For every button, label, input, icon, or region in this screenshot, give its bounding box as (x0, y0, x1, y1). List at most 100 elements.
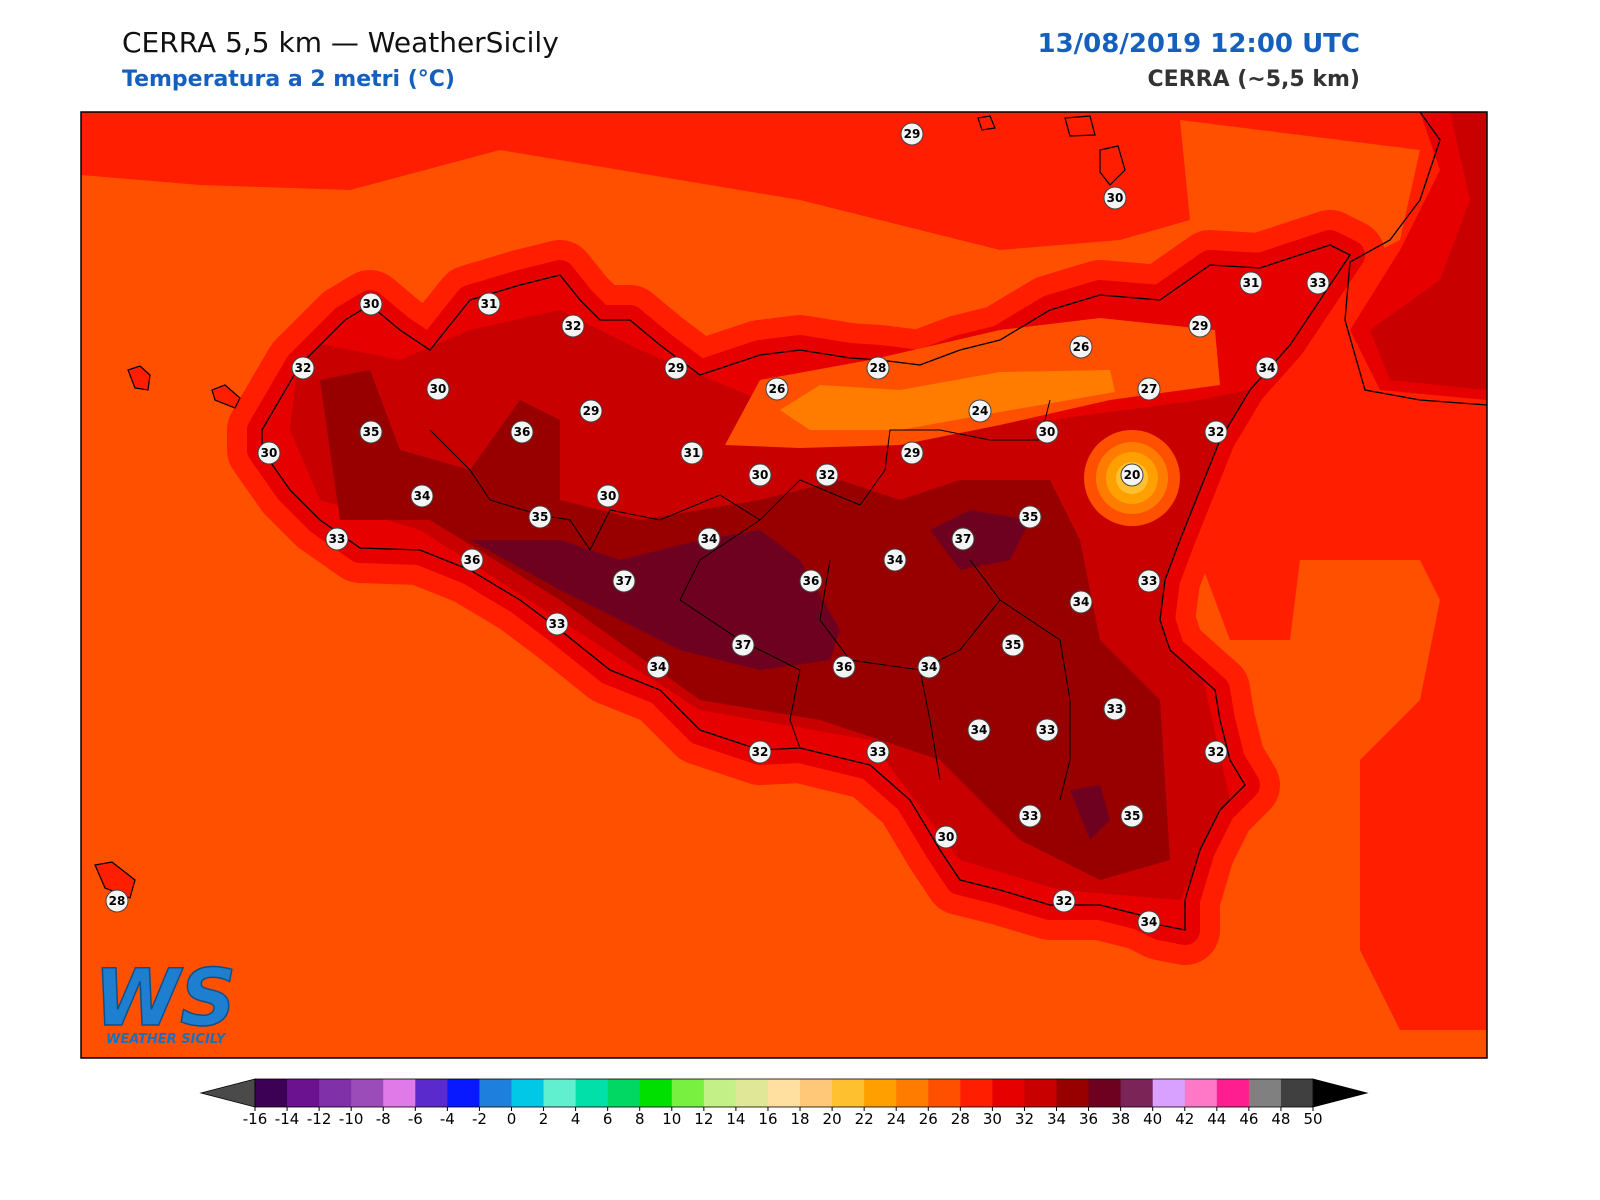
station-marker (1255, 356, 1279, 380)
colorbar-tick-label: 10 (662, 1110, 681, 1128)
station-marker (1069, 335, 1093, 359)
station-value: 32 (1056, 894, 1073, 908)
station-value: 34 (1259, 361, 1276, 375)
colorbar-tick-label: 6 (603, 1110, 613, 1128)
station-marker (426, 377, 450, 401)
colorbar-tick-label: -4 (440, 1110, 455, 1128)
station-value: 29 (904, 446, 921, 460)
station-value: 31 (481, 297, 498, 311)
colorbar-box (607, 1079, 641, 1107)
logo-mark: WS (94, 954, 236, 1044)
station-value: 34 (414, 489, 431, 503)
station-value: 20 (1124, 468, 1141, 482)
colorbar-box (1088, 1079, 1122, 1107)
colorbar-over (1312, 1078, 1369, 1108)
map (81, 112, 1487, 1058)
station-marker (748, 463, 772, 487)
colorbar-tick-label: 34 (1047, 1110, 1066, 1128)
colorbar-tick-label: -8 (376, 1110, 391, 1128)
station-marker (866, 740, 890, 764)
colorbar-tick-label: -12 (307, 1110, 332, 1128)
station-value: 34 (921, 660, 938, 674)
station-marker (1035, 718, 1059, 742)
station-value: 28 (109, 894, 126, 908)
colorbar-frame (254, 1078, 1314, 1108)
station-value: 37 (735, 638, 752, 652)
station-value: 34 (650, 660, 667, 674)
colorbar-tick-label: 4 (571, 1110, 581, 1128)
station-marker (1239, 271, 1263, 295)
station-value: 26 (769, 382, 786, 396)
station-marker (579, 399, 603, 423)
colorbar-box (1152, 1079, 1186, 1107)
station-marker (900, 441, 924, 465)
colorbar-box (319, 1079, 352, 1107)
field-36-38 (470, 510, 1110, 840)
colorbar-box (864, 1079, 897, 1107)
station-marker (291, 356, 315, 380)
station-marker (967, 718, 991, 742)
colorbar-tick-label: 22 (855, 1110, 874, 1128)
station-value: 36 (836, 660, 853, 674)
station-value: 36 (514, 425, 531, 439)
colorbar-box (543, 1079, 577, 1107)
station-marker (748, 740, 772, 764)
station-marker (1204, 740, 1228, 764)
island (1099, 145, 1126, 186)
station-marker (359, 420, 383, 444)
station-value: 33 (1141, 574, 1158, 588)
colorbar-under (199, 1078, 256, 1108)
station-value: 30 (261, 446, 278, 460)
colorbar-box (447, 1079, 480, 1107)
colorbar-box (479, 1079, 512, 1107)
station-value: 30 (752, 468, 769, 482)
field-28-30 (81, 112, 1487, 1030)
station-value: 37 (616, 574, 633, 588)
station-value: 35 (363, 425, 380, 439)
island (977, 115, 996, 131)
colorbar-tick-label: 12 (694, 1110, 713, 1128)
station-marker (765, 377, 789, 401)
island (94, 861, 136, 899)
station-marker (1035, 420, 1059, 444)
colorbar-box (383, 1079, 416, 1107)
station-marker (596, 484, 620, 508)
station-marker (528, 505, 552, 529)
station-value: 30 (1107, 191, 1124, 205)
station-marker (1018, 804, 1042, 828)
datetime: 13/08/2019 12:00 UTC (1037, 29, 1360, 59)
colorbar-tick-label: 44 (1207, 1110, 1226, 1128)
station-value: 33 (1039, 723, 1056, 737)
colorbar-tick-label: 28 (951, 1110, 970, 1128)
colorbar-tick-label: -2 (472, 1110, 487, 1128)
station-marker (1069, 590, 1093, 614)
colorbar-tick-label: 38 (1111, 1110, 1130, 1128)
station-marker (1137, 377, 1161, 401)
station-value: 35 (1005, 638, 1022, 652)
colorbar-box (1248, 1079, 1282, 1107)
station-value: 30 (430, 382, 447, 396)
colorbar-box (415, 1079, 448, 1107)
source: CERRA (~5,5 km) (1148, 67, 1360, 92)
station-value: 35 (532, 510, 549, 524)
station-marker (1188, 314, 1212, 338)
colorbar-tick-label: 42 (1175, 1110, 1194, 1128)
colorbar-box (351, 1079, 384, 1107)
colorbar-tick-label: 32 (1015, 1110, 1034, 1128)
stations: 29 30 30 31 32 32 30 29 26 28 26 29 31 33 34 27 24 30 32 35… (105, 122, 1330, 934)
station-value: 33 (549, 617, 566, 631)
colorbar-box (1120, 1079, 1154, 1107)
station-value: 32 (752, 745, 769, 759)
colorbar-tick-label: -16 (243, 1110, 268, 1128)
colorbar-box (671, 1079, 705, 1107)
island (1064, 115, 1096, 137)
station-marker (731, 633, 755, 657)
station-value: 33 (329, 532, 346, 546)
station-marker (883, 548, 907, 572)
station-value: 30 (363, 297, 380, 311)
station-marker (561, 314, 585, 338)
station-value: 29 (1192, 319, 1209, 333)
colorbar-box (960, 1079, 993, 1107)
